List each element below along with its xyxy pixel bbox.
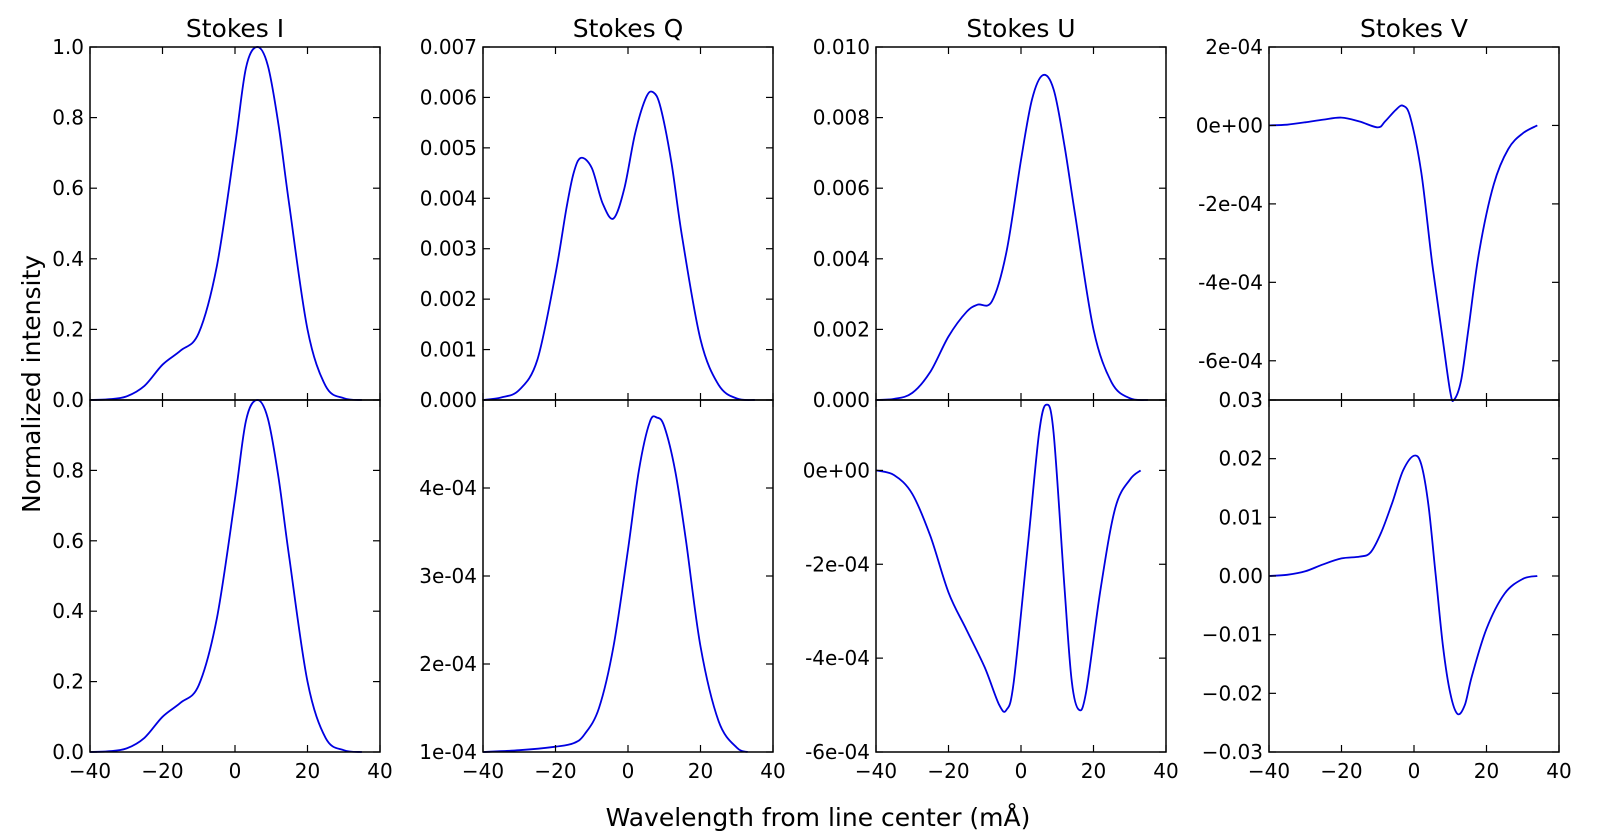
x-tick-label: 20 bbox=[1474, 759, 1499, 783]
panel-title: Stokes U bbox=[966, 14, 1075, 43]
y-tick-label: 0.003 bbox=[420, 237, 477, 261]
x-tick-label: 20 bbox=[1081, 759, 1106, 783]
y-tick-label: -2e-04 bbox=[1198, 192, 1263, 216]
x-tick-label: −40 bbox=[462, 759, 504, 783]
y-tick-label: 2e-04 bbox=[419, 652, 477, 676]
y-tick-label: -6e-04 bbox=[1198, 349, 1263, 373]
y-tick-label: 0.002 bbox=[420, 287, 477, 311]
y-tick-label: 4e-04 bbox=[419, 476, 477, 500]
x-axis-label: Wavelength from line center (mÅ) bbox=[606, 803, 1031, 832]
y-tick-label: 0.00 bbox=[1218, 564, 1263, 588]
panel-frame bbox=[90, 400, 380, 752]
y-tick-label: 0.6 bbox=[52, 176, 84, 200]
x-tick-label: −20 bbox=[141, 759, 183, 783]
y-tick-label: -4e-04 bbox=[1198, 270, 1263, 294]
x-tick-label: −40 bbox=[855, 759, 897, 783]
y-axis-label: Normalized intensity bbox=[17, 255, 46, 513]
panel-frame bbox=[483, 400, 773, 752]
panel-frame bbox=[483, 47, 773, 400]
y-tick-label: 0.004 bbox=[813, 247, 870, 271]
y-tick-label: 0.02 bbox=[1218, 447, 1263, 471]
y-tick-label: -2e-04 bbox=[805, 552, 870, 576]
panel-title: Stokes Q bbox=[573, 14, 684, 43]
panel-title: Stokes I bbox=[186, 14, 284, 43]
y-tick-label: 0.01 bbox=[1218, 505, 1263, 529]
y-tick-label: 0.0 bbox=[52, 388, 84, 412]
y-tick-label: 0.007 bbox=[420, 35, 477, 59]
x-tick-label: 20 bbox=[688, 759, 713, 783]
x-tick-label: −40 bbox=[69, 759, 111, 783]
y-tick-label: 0.000 bbox=[813, 388, 870, 412]
y-tick-label: 0.03 bbox=[1218, 388, 1263, 412]
x-tick-label: −20 bbox=[927, 759, 969, 783]
x-tick-label: 0 bbox=[1408, 759, 1421, 783]
panel-frame bbox=[1269, 400, 1559, 752]
panel-bottom-0: 0.00.20.40.60.8−40 −20 0 20 40 bbox=[52, 400, 393, 783]
series-line bbox=[876, 75, 1148, 400]
y-tick-label: 0.4 bbox=[52, 599, 84, 623]
y-tick-label: 2e-04 bbox=[1205, 35, 1263, 59]
series-line bbox=[1269, 105, 1537, 401]
series-line bbox=[483, 416, 748, 752]
series-line bbox=[483, 91, 755, 400]
panel-title: Stokes V bbox=[1360, 14, 1468, 43]
series-line bbox=[876, 405, 1141, 712]
y-tick-label: -4e-04 bbox=[805, 646, 870, 670]
panel-frame bbox=[1269, 47, 1559, 400]
y-tick-label: −0.01 bbox=[1202, 623, 1263, 647]
y-tick-label: 0.4 bbox=[52, 247, 84, 271]
panel-top-2: Stokes U 0.000 0.002 0.004 0.006 0.008 0.010 bbox=[813, 14, 1166, 412]
panel-top-1: Stokes Q 0.000 0.001 0.002 0.003 0.004 0.005 0.… bbox=[420, 14, 773, 412]
y-tick-label: 0.002 bbox=[813, 317, 870, 341]
x-tick-label: −40 bbox=[1248, 759, 1290, 783]
y-tick-label: −0.02 bbox=[1202, 681, 1263, 705]
y-tick-label: 0.000 bbox=[420, 388, 477, 412]
x-tick-label: 40 bbox=[1153, 759, 1178, 783]
y-tick-label: 0.001 bbox=[420, 338, 477, 362]
y-tick-label: 0.2 bbox=[52, 317, 84, 341]
y-tick-label: 0.010 bbox=[813, 35, 870, 59]
y-tick-label: 0.2 bbox=[52, 670, 84, 694]
y-tick-label: 0.005 bbox=[420, 136, 477, 160]
panel-bottom-3: −0.03−0.02−0.010.000.010.020.03−40 −20 0 20… bbox=[1202, 388, 1572, 783]
y-tick-label: 0.004 bbox=[420, 186, 477, 210]
x-tick-label: 0 bbox=[229, 759, 242, 783]
x-tick-label: −20 bbox=[534, 759, 576, 783]
y-tick-label: 0e+00 bbox=[803, 458, 870, 482]
y-tick-label: 0.006 bbox=[813, 176, 870, 200]
x-tick-label: 0 bbox=[1015, 759, 1028, 783]
series-line bbox=[90, 47, 362, 400]
y-tick-label: 0.6 bbox=[52, 529, 84, 553]
panel-top-3: Stokes V -6e-04 -4e-04 -2e-04 0e+00 2e-04 bbox=[1196, 14, 1559, 401]
x-tick-label: 40 bbox=[760, 759, 785, 783]
series-line bbox=[90, 400, 362, 752]
y-tick-label: 0.8 bbox=[52, 458, 84, 482]
panel-frame bbox=[90, 47, 380, 400]
y-tick-label: 0.006 bbox=[420, 85, 477, 109]
panel-frame bbox=[876, 47, 1166, 400]
x-tick-label: 40 bbox=[1546, 759, 1571, 783]
x-tick-label: −20 bbox=[1320, 759, 1362, 783]
y-tick-label: 0.008 bbox=[813, 106, 870, 130]
x-tick-label: 40 bbox=[367, 759, 392, 783]
panel-top-0: Stokes I 0.0 0.2 0.4 0.6 0.8 1.0 bbox=[52, 14, 380, 412]
y-tick-label: 0e+00 bbox=[1196, 113, 1263, 137]
x-tick-label: 0 bbox=[622, 759, 635, 783]
panel-frame bbox=[876, 400, 1166, 752]
y-tick-label: 1.0 bbox=[52, 35, 84, 59]
series-line bbox=[1269, 455, 1537, 714]
y-tick-label: 3e-04 bbox=[419, 564, 477, 588]
y-tick-label: 0.8 bbox=[52, 106, 84, 130]
x-tick-label: 20 bbox=[295, 759, 320, 783]
